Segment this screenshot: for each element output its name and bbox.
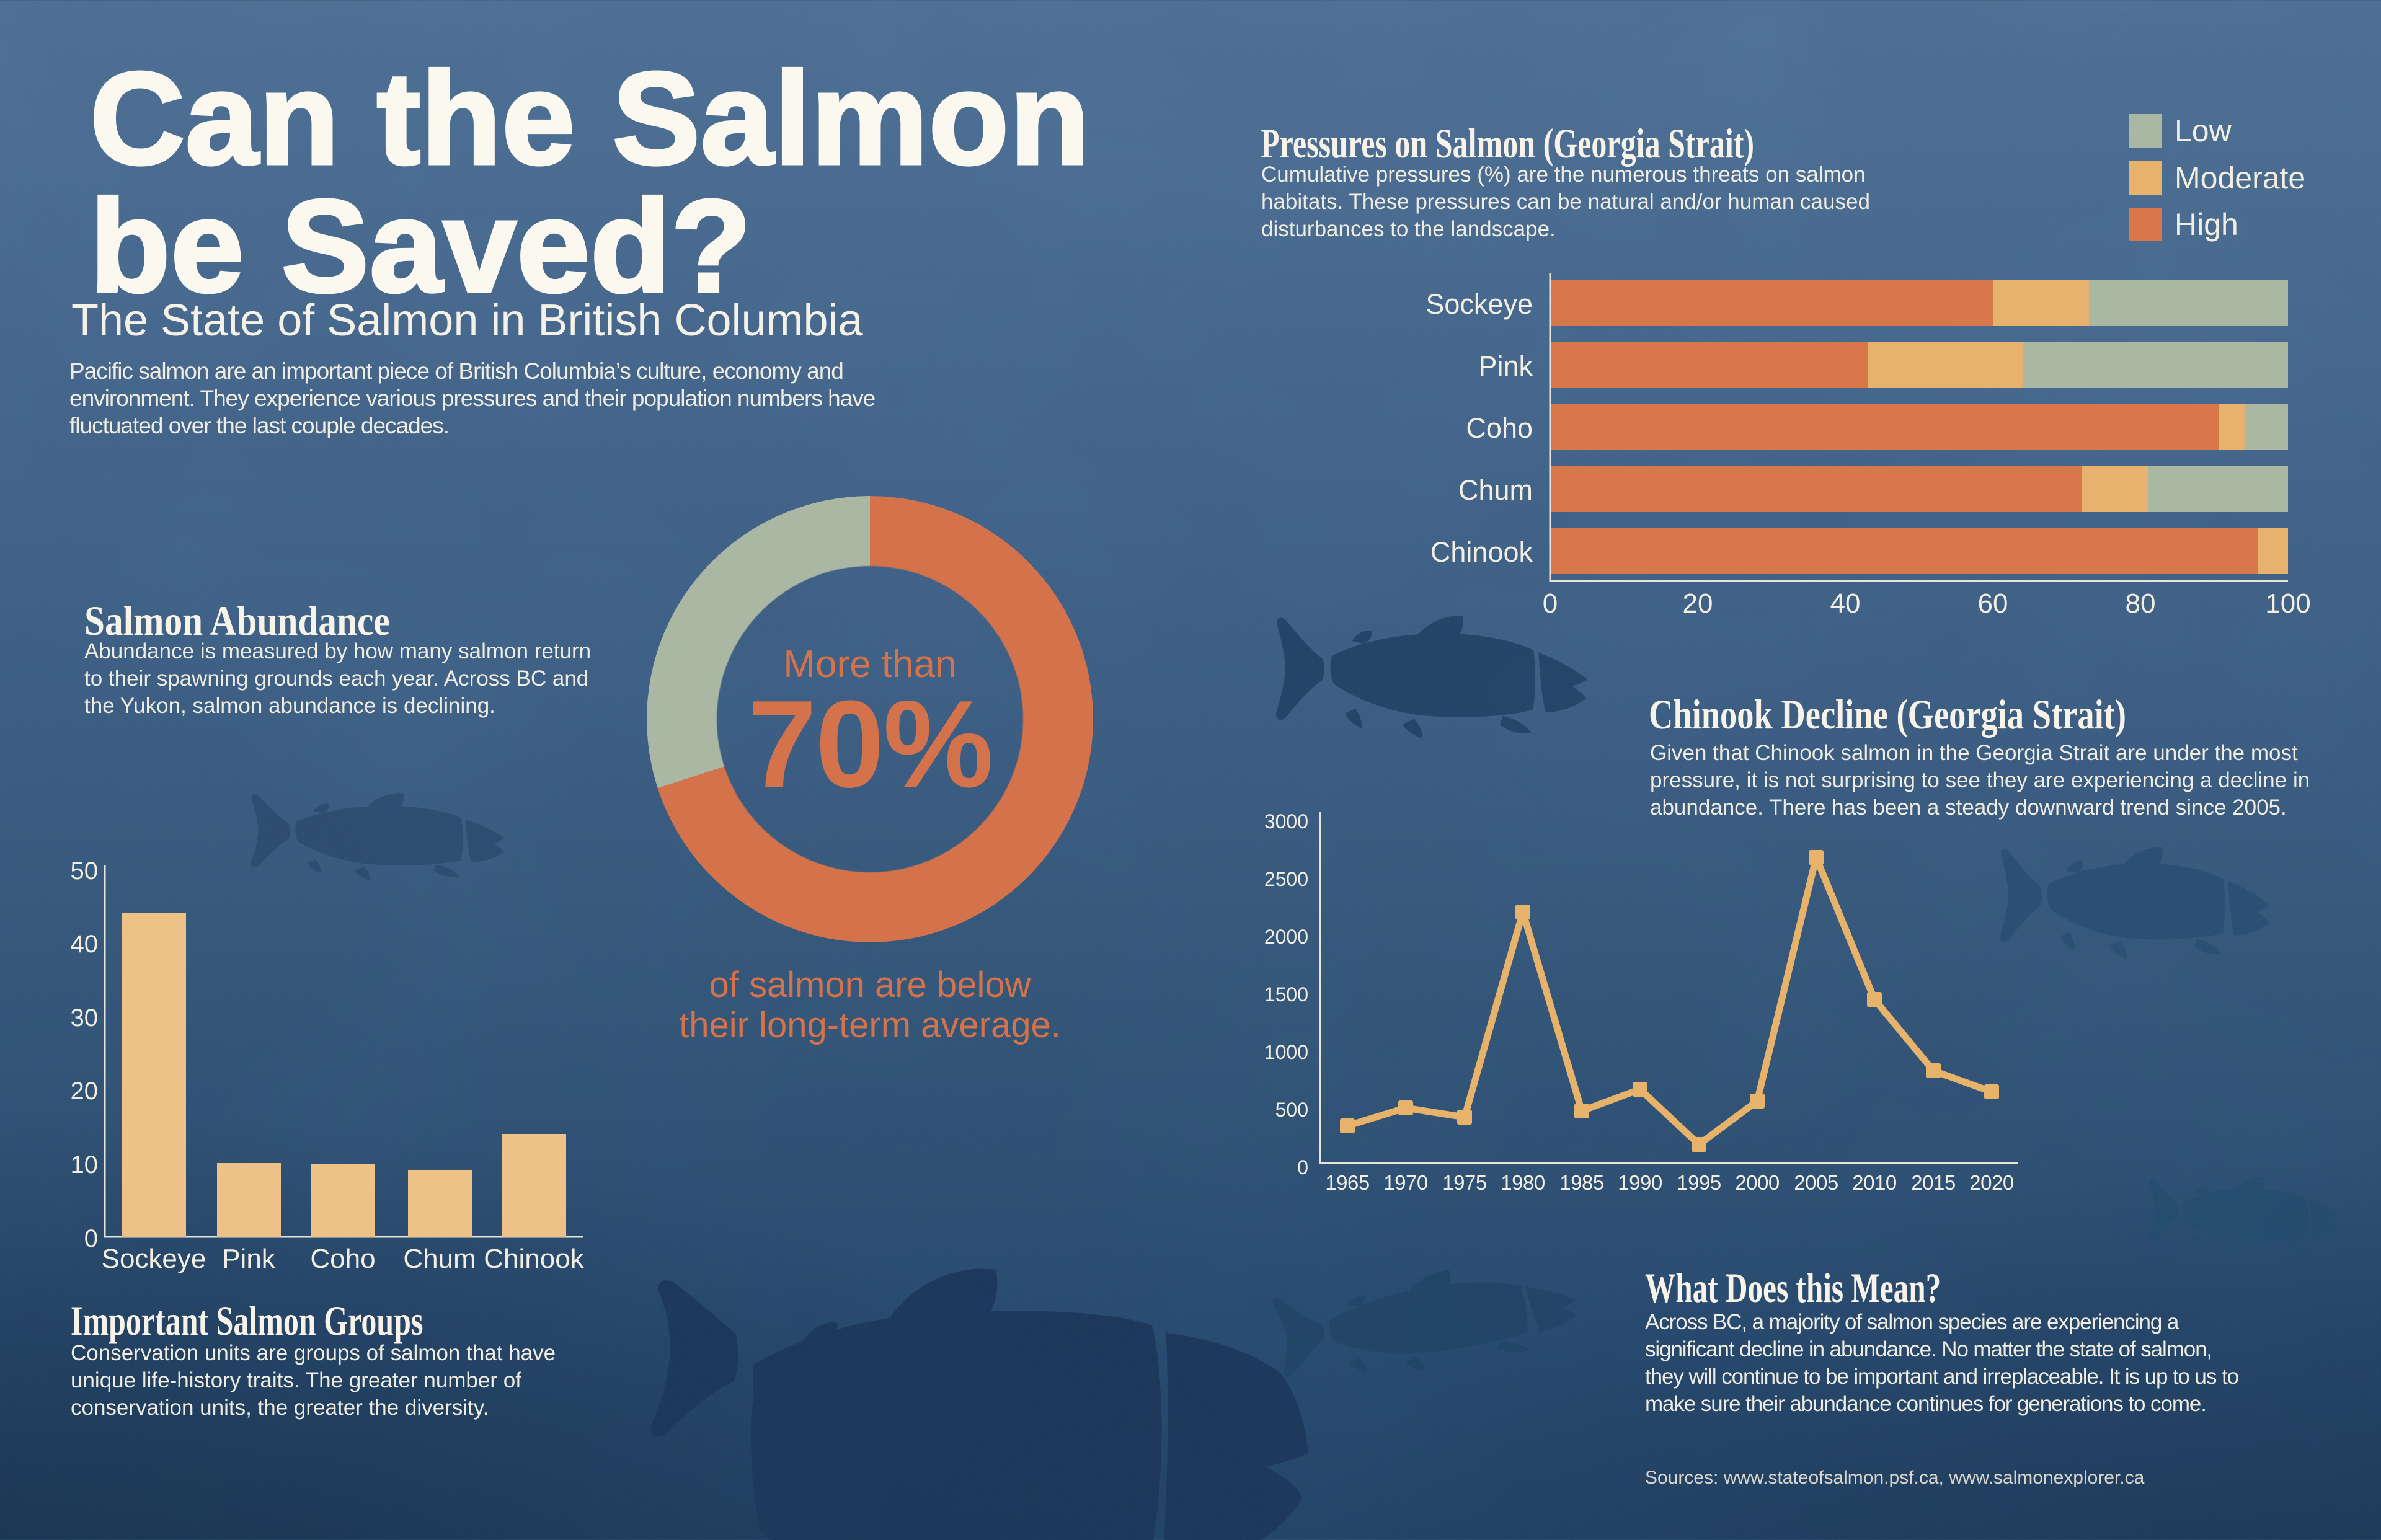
svg-text:Pink: Pink [222,1244,276,1274]
svg-text:2015: 2015 [1911,1171,1955,1194]
svg-text:Chum: Chum [403,1244,476,1274]
svg-text:0: 0 [84,1225,98,1252]
svg-text:40: 40 [1830,588,1861,619]
svg-text:0: 0 [1297,1156,1308,1179]
svg-text:Low: Low [2175,113,2232,148]
svg-text:Coho: Coho [1466,412,1533,444]
svg-text:1970: 1970 [1383,1171,1428,1194]
svg-text:1965: 1965 [1325,1171,1369,1194]
svg-text:Moderate: Moderate [2175,161,2305,195]
svg-text:1985: 1985 [1559,1171,1603,1194]
svg-text:Sockeye: Sockeye [102,1244,206,1274]
svg-text:80: 80 [2126,588,2156,619]
svg-text:Chinook: Chinook [484,1244,584,1274]
svg-text:3000: 3000 [1264,810,1308,833]
svg-text:Chinook: Chinook [1430,536,1533,568]
svg-text:50: 50 [71,857,99,885]
svg-text:2000: 2000 [1735,1171,1780,1194]
svg-text:2010: 2010 [1852,1171,1897,1194]
svg-text:1995: 1995 [1677,1171,1721,1194]
svg-text:60: 60 [1978,588,2008,619]
svg-text:500: 500 [1275,1099,1308,1121]
svg-text:30: 30 [71,1004,99,1032]
svg-text:1000: 1000 [1264,1041,1308,1063]
svg-text:Sockeye: Sockeye [1425,288,1533,320]
svg-text:Pink: Pink [1478,350,1533,382]
svg-text:1980: 1980 [1501,1171,1545,1194]
svg-text:10: 10 [71,1151,99,1179]
svg-text:1500: 1500 [1264,983,1308,1006]
svg-text:2000: 2000 [1264,926,1308,948]
svg-text:2005: 2005 [1794,1171,1838,1194]
svg-text:2020: 2020 [1969,1171,2014,1194]
svg-text:20: 20 [71,1078,99,1105]
svg-text:Chum: Chum [1458,474,1533,506]
svg-text:100: 100 [2265,588,2310,619]
svg-text:Coho: Coho [310,1244,375,1274]
svg-text:20: 20 [1683,588,1713,619]
svg-text:0: 0 [1543,588,1558,619]
svg-text:2500: 2500 [1264,868,1308,890]
svg-text:1975: 1975 [1442,1171,1486,1194]
svg-text:40: 40 [71,931,99,958]
svg-text:High: High [2175,207,2238,242]
svg-text:1990: 1990 [1618,1171,1662,1194]
